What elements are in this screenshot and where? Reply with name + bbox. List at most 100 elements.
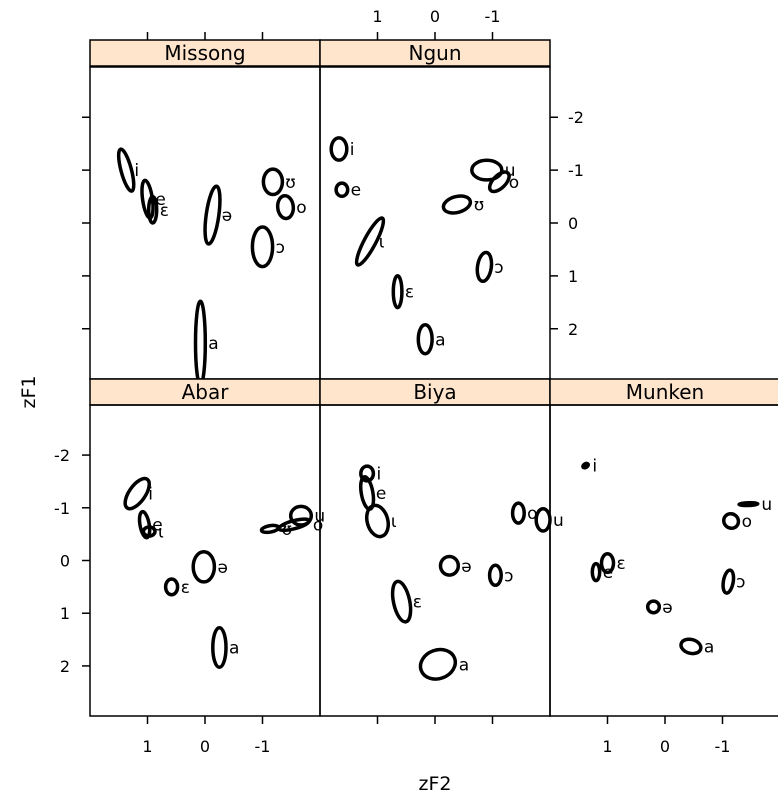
vowel-ellipse: [193, 299, 208, 387]
panel-strip-label: Missong: [164, 41, 245, 65]
panel-frame: [89, 404, 321, 717]
vowel-ellipse: [487, 563, 503, 588]
vowel-ellipse: [163, 577, 180, 597]
vowel-label: i: [148, 485, 153, 505]
vowel-ellipse: [191, 549, 217, 584]
vowel-label: e: [155, 190, 165, 210]
x-tick-label: -1: [255, 737, 271, 756]
panel-strip-label: Biya: [413, 380, 456, 404]
vowel-label: ɩ: [379, 233, 385, 253]
vowel-ellipse: [334, 181, 350, 199]
vowel-label: e: [376, 484, 386, 504]
vowel-label: ɛ: [181, 578, 190, 598]
vowel-label: o: [742, 512, 752, 532]
axes-layer: 1 0 -1 1 0 -1 1 0 -1 -2 -1 0 1 2 -2 -1 0 1 2: [54, 7, 730, 756]
vowel-label: ɔ: [494, 258, 503, 278]
vowel-label: i: [134, 161, 139, 181]
panel-strip-label: Abar: [182, 380, 230, 404]
vowel-ellipse: [261, 167, 285, 197]
vowel-label: i: [592, 457, 597, 477]
vowel-label: o: [527, 504, 537, 524]
panel-strip: [549, 378, 778, 406]
vowel-label: ɛ: [617, 554, 626, 574]
y-tick-label: -1: [568, 161, 584, 180]
vowel-ellipse: [475, 250, 494, 284]
vowel-ellipse: [137, 509, 152, 540]
y-tick-label: 2: [568, 320, 578, 339]
vowel-ellipse: [329, 136, 349, 162]
vowel-label: a: [459, 655, 469, 675]
vowel-label: o: [313, 516, 323, 536]
vowel-label: ɩ: [158, 523, 164, 543]
vowel-ellipse: [203, 184, 222, 246]
vowel-ellipse: [259, 523, 281, 535]
x-tick-label: -1: [715, 737, 731, 756]
vowel-ellipse: [721, 568, 736, 595]
vowel-label: a: [704, 637, 714, 657]
vowel-ellipse: [250, 225, 275, 269]
vowel-label: ə: [662, 598, 672, 618]
y-tick-label: 1: [60, 604, 70, 623]
vowel-ellipse: [510, 501, 526, 525]
vowel-ellipse: [534, 507, 552, 533]
vowel-ellipse: [487, 170, 511, 194]
vowel-label: a: [229, 639, 239, 659]
x-tick-label: 1: [372, 7, 382, 26]
vowel-ellipse: [123, 476, 151, 511]
vowel-ellipse: [354, 216, 386, 267]
vowel-label: ɩ: [391, 512, 397, 532]
y-tick-label: 2: [60, 657, 70, 676]
x-tick-label: 0: [200, 737, 210, 756]
vowel-label: u: [505, 161, 516, 181]
vowel-label: o: [296, 198, 306, 218]
vowel-label: ɛ: [160, 201, 169, 221]
vowel-ellipse: [599, 552, 616, 575]
vowel-label: a: [208, 334, 218, 354]
panel-frame: [549, 404, 778, 717]
y-tick-label: -2: [54, 446, 70, 465]
vowel-ellipse: [116, 147, 136, 193]
y-axis-title: zF1: [18, 376, 40, 409]
vowel-ellipse: [359, 464, 376, 483]
panel-strip: [319, 378, 551, 406]
panel-frame: [319, 404, 551, 717]
panel-strip-label: Ngun: [408, 41, 461, 65]
vowel-ellipse: [275, 193, 296, 221]
y-tick-label: -2: [568, 108, 584, 127]
vowel-ellipse: [390, 579, 413, 624]
vowel-label: u: [761, 495, 772, 515]
vowel-label: e: [351, 181, 361, 201]
vowel-ellipse: [211, 625, 228, 670]
y-tick-label: 0: [568, 214, 578, 233]
vowel-ellipse: [438, 554, 461, 577]
vowel-label: ʊ: [282, 520, 293, 540]
vowel-ellipse: [416, 323, 434, 356]
vowel-ellipse: [418, 647, 458, 681]
vowel-label: i: [350, 140, 355, 160]
x-tick-label: -1: [485, 7, 501, 26]
vowel-ellipse: [364, 503, 391, 539]
vowel-ellipse: [645, 599, 662, 615]
vowel-label: ɔ: [736, 573, 745, 593]
panel-ngun: Ngun i e ɩ ɛ a uo ʊ ɔ: [319, 39, 551, 380]
vowel-ellipse: [391, 274, 404, 310]
x-tick-label: 0: [660, 737, 670, 756]
vowel-label: ɔ: [276, 238, 285, 258]
vowel-ellipse: [146, 194, 159, 225]
vowel-ellipse: [679, 637, 703, 656]
vowel-ellipse: [590, 561, 602, 583]
vowel-label: ə: [461, 557, 471, 577]
panel-strip-label: Munken: [626, 380, 704, 404]
vowel-ellipse: [141, 525, 157, 538]
vowel-label: o: [509, 173, 519, 193]
x-tick-label: 1: [602, 737, 612, 756]
vowel-label: e: [152, 516, 162, 536]
vowel-ellipse: [722, 511, 741, 531]
vowel-label: ɔ: [504, 566, 513, 586]
y-tick-label: 1: [568, 267, 578, 286]
vowel-label: a: [435, 330, 445, 350]
